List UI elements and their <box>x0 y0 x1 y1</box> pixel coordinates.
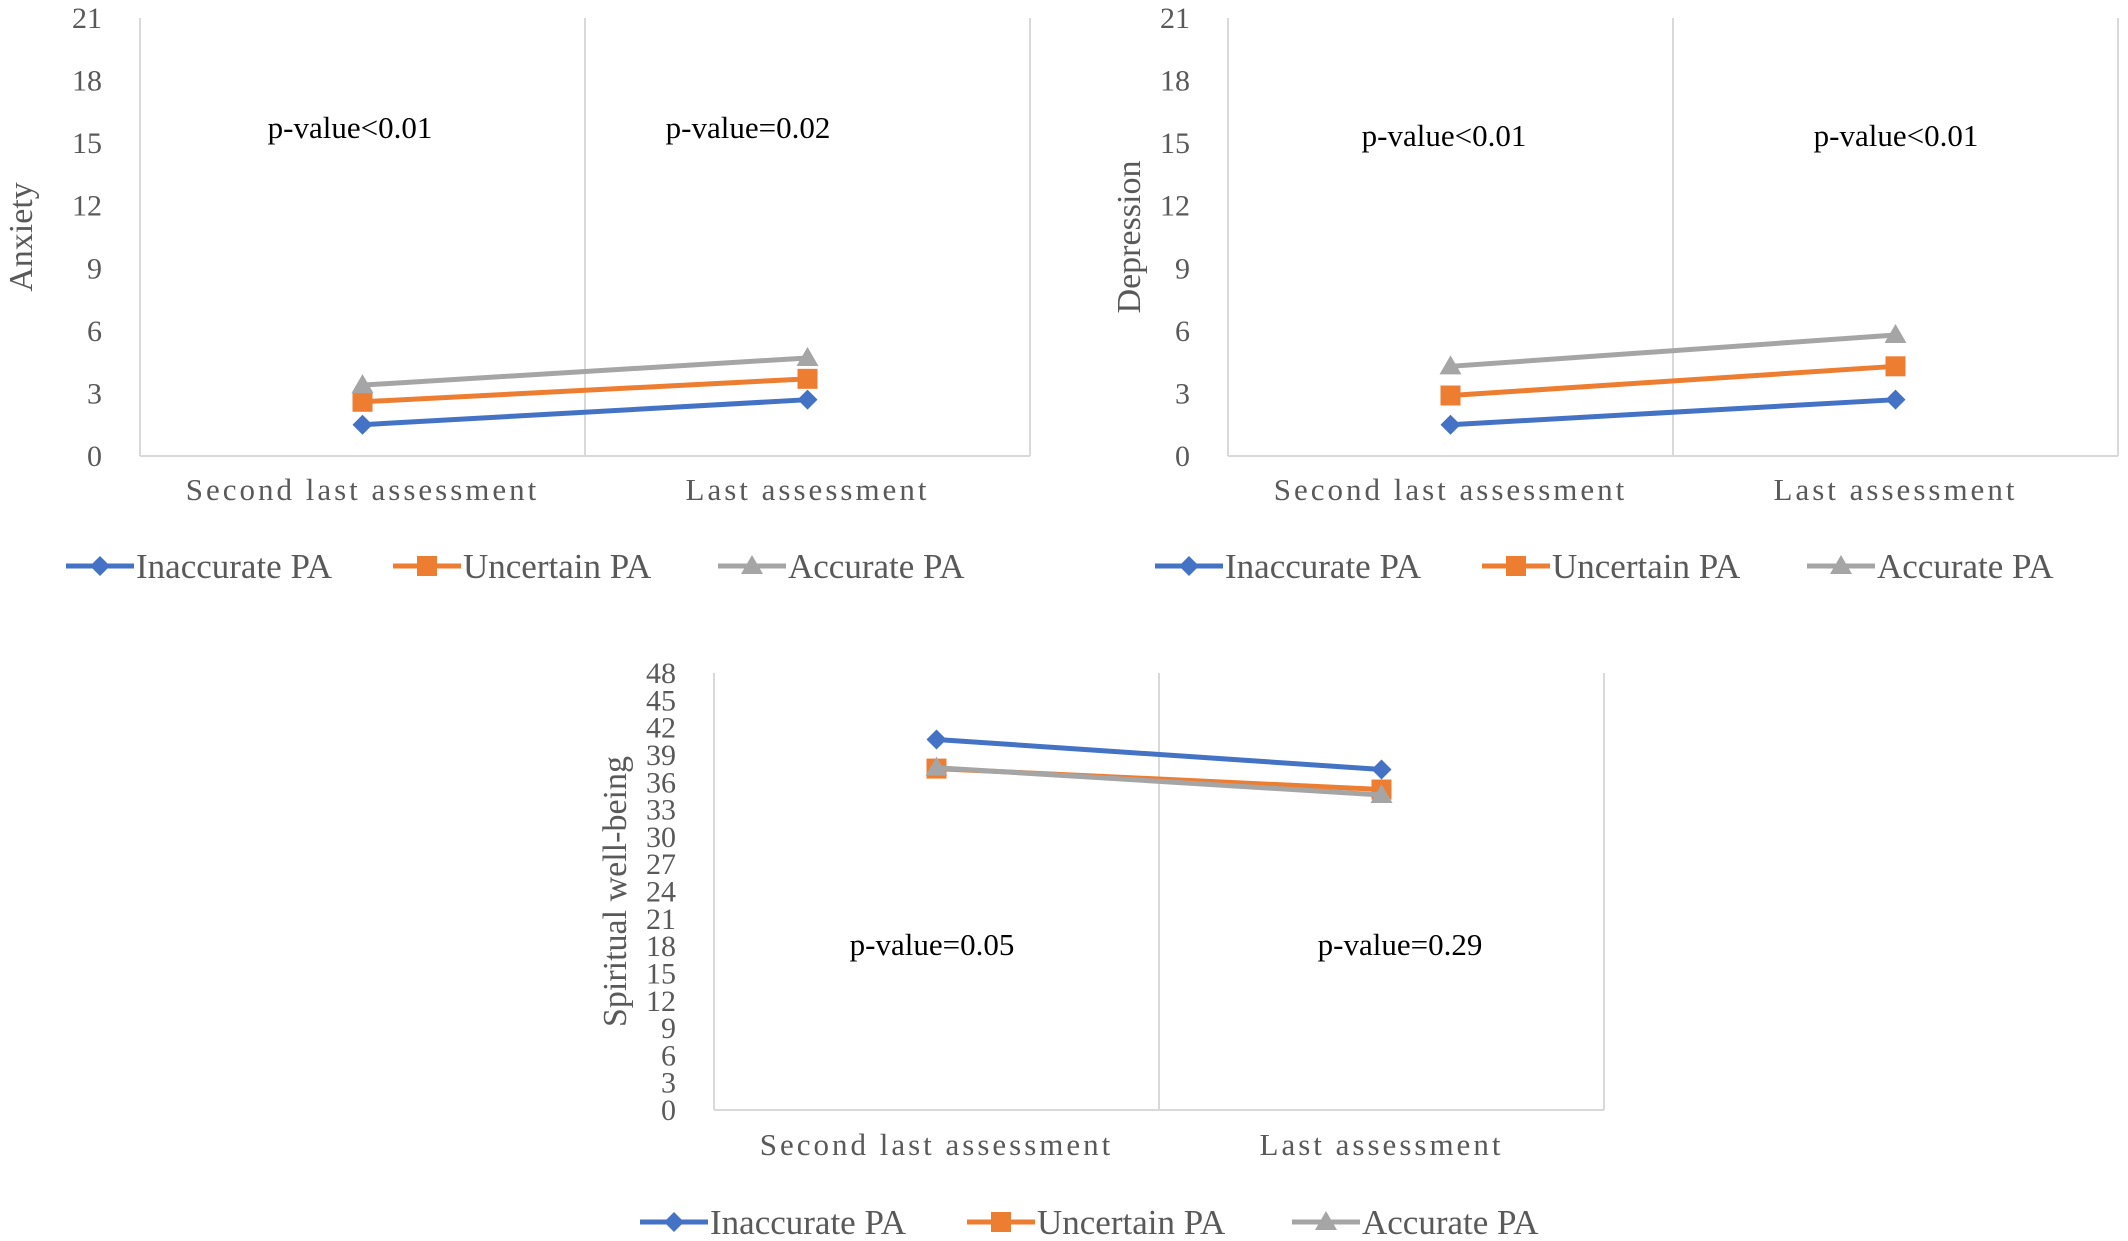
legend-label: Accurate PA <box>1362 1203 1539 1241</box>
y-tick-label: 36 <box>646 766 676 799</box>
x-category-label: Last assessment <box>1260 1127 1504 1162</box>
legend-marker <box>1179 556 1199 576</box>
y-axis-title: Anxiety <box>3 182 40 292</box>
legend-marker <box>1830 555 1852 574</box>
y-tick-label: 9 <box>661 1012 676 1045</box>
series-line <box>1450 397 1896 428</box>
y-axis-title: Spiritual well-being <box>597 756 634 1027</box>
data-point-marker <box>1884 324 1907 344</box>
y-tick-label: 21 <box>1160 2 1190 35</box>
legend-marker <box>417 556 437 576</box>
legend-marker <box>664 1212 684 1232</box>
legend-label: Inaccurate PA <box>1225 547 1422 586</box>
y-tick-label: 9 <box>1175 252 1190 285</box>
legend-marker <box>741 555 763 574</box>
p-value-annotation: p-value=0.05 <box>850 927 1015 962</box>
series-line <box>1450 363 1896 399</box>
x-category-label: Second last assessment <box>760 1127 1114 1162</box>
y-tick-label: 42 <box>646 712 676 745</box>
data-point-marker <box>352 414 373 435</box>
legend-label: Accurate PA <box>788 547 965 586</box>
data-point-marker <box>1885 389 1906 410</box>
p-value-annotation: p-value<0.01 <box>268 110 433 145</box>
y-tick-label: 15 <box>646 957 676 990</box>
chart-panel-2: 0 3 6 9 12 15 18 21 Depression Second last assess… <box>1111 2 2119 586</box>
series-line <box>362 397 808 428</box>
data-point-marker <box>1371 759 1392 780</box>
y-tick-label: 3 <box>1175 377 1190 410</box>
y-tick-label: 15 <box>1160 127 1190 160</box>
data-point-marker <box>351 374 374 394</box>
data-point-marker <box>1439 355 1462 375</box>
y-tick-label: 30 <box>646 821 676 854</box>
data-point-marker <box>1370 783 1393 803</box>
data-point-marker <box>925 756 948 776</box>
y-axis-title: Depression <box>1111 161 1148 314</box>
legend-marker <box>1315 1211 1337 1230</box>
y-tick-label: 12 <box>646 985 676 1018</box>
legend-label: Uncertain PA <box>463 547 652 586</box>
chart-panel-1: 0 3 6 9 12 15 18 21 Anxiety Second last assessmen… <box>3 2 1031 586</box>
y-tick-label: 12 <box>72 190 102 223</box>
y-tick-label: 6 <box>661 1039 676 1072</box>
legend-marker <box>90 556 110 576</box>
y-tick-label: 0 <box>1175 440 1190 473</box>
y-tick-label: 45 <box>646 684 676 717</box>
y-tick-label: 18 <box>1160 65 1190 98</box>
y-tick-label: 27 <box>646 848 676 881</box>
series-line <box>362 355 808 388</box>
x-category-label: Last assessment <box>1774 472 2018 507</box>
legend-marker <box>991 1212 1011 1232</box>
chart-panel-3: 036912151821242730333639424548Spiritual … <box>597 657 1605 1241</box>
y-tick-label: 21 <box>72 2 102 35</box>
y-tick-label: 24 <box>646 876 676 909</box>
series-line <box>936 736 1382 772</box>
y-tick-label: 9 <box>87 252 102 285</box>
data-point-marker <box>926 729 947 750</box>
series-line <box>936 765 1382 798</box>
data-point-marker <box>797 389 818 410</box>
legend-label: Accurate PA <box>1877 547 2054 586</box>
legend-label: Uncertain PA <box>1552 547 1741 586</box>
y-tick-label: 3 <box>87 377 102 410</box>
y-tick-label: 33 <box>646 794 676 827</box>
y-tick-label: 48 <box>646 657 676 690</box>
data-point-marker <box>1440 414 1461 435</box>
series-line <box>362 376 808 405</box>
data-point-marker <box>796 346 819 366</box>
legend-label: Inaccurate PA <box>710 1203 907 1241</box>
data-point-marker <box>1885 356 1906 377</box>
series-line <box>1450 332 1896 369</box>
data-point-marker <box>797 368 818 389</box>
data-point-marker <box>352 391 373 412</box>
y-tick-label: 18 <box>646 930 676 963</box>
x-category-label: Second last assessment <box>186 472 540 507</box>
legend-marker <box>1506 556 1526 576</box>
y-tick-label: 18 <box>72 65 102 98</box>
p-value-annotation: p-value<0.01 <box>1814 118 1979 153</box>
legend-label: Inaccurate PA <box>136 547 333 586</box>
legend-label: Uncertain PA <box>1037 1203 1226 1241</box>
y-tick-label: 15 <box>72 127 102 160</box>
y-tick-label: 12 <box>1160 190 1190 223</box>
p-value-annotation: p-value=0.29 <box>1318 927 1483 962</box>
x-category-label: Second last assessment <box>1274 472 1628 507</box>
data-point-marker <box>1440 385 1461 406</box>
p-value-annotation: p-value<0.01 <box>1362 118 1527 153</box>
y-tick-label: 21 <box>646 903 676 936</box>
y-tick-label: 3 <box>661 1067 676 1100</box>
p-value-annotation: p-value=0.02 <box>666 110 831 145</box>
y-tick-label: 0 <box>87 440 102 473</box>
y-tick-label: 39 <box>646 739 676 772</box>
y-tick-label: 6 <box>87 315 102 348</box>
y-tick-label: 0 <box>661 1094 676 1127</box>
x-category-label: Last assessment <box>686 472 930 507</box>
y-tick-label: 6 <box>1175 315 1190 348</box>
